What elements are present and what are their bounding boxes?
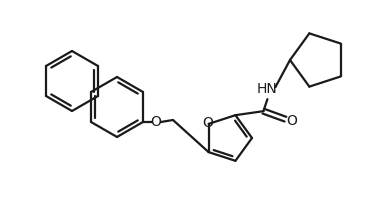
Text: O: O bbox=[202, 116, 213, 130]
Text: O: O bbox=[286, 114, 297, 128]
Text: O: O bbox=[151, 115, 161, 129]
Text: HN: HN bbox=[257, 82, 278, 96]
